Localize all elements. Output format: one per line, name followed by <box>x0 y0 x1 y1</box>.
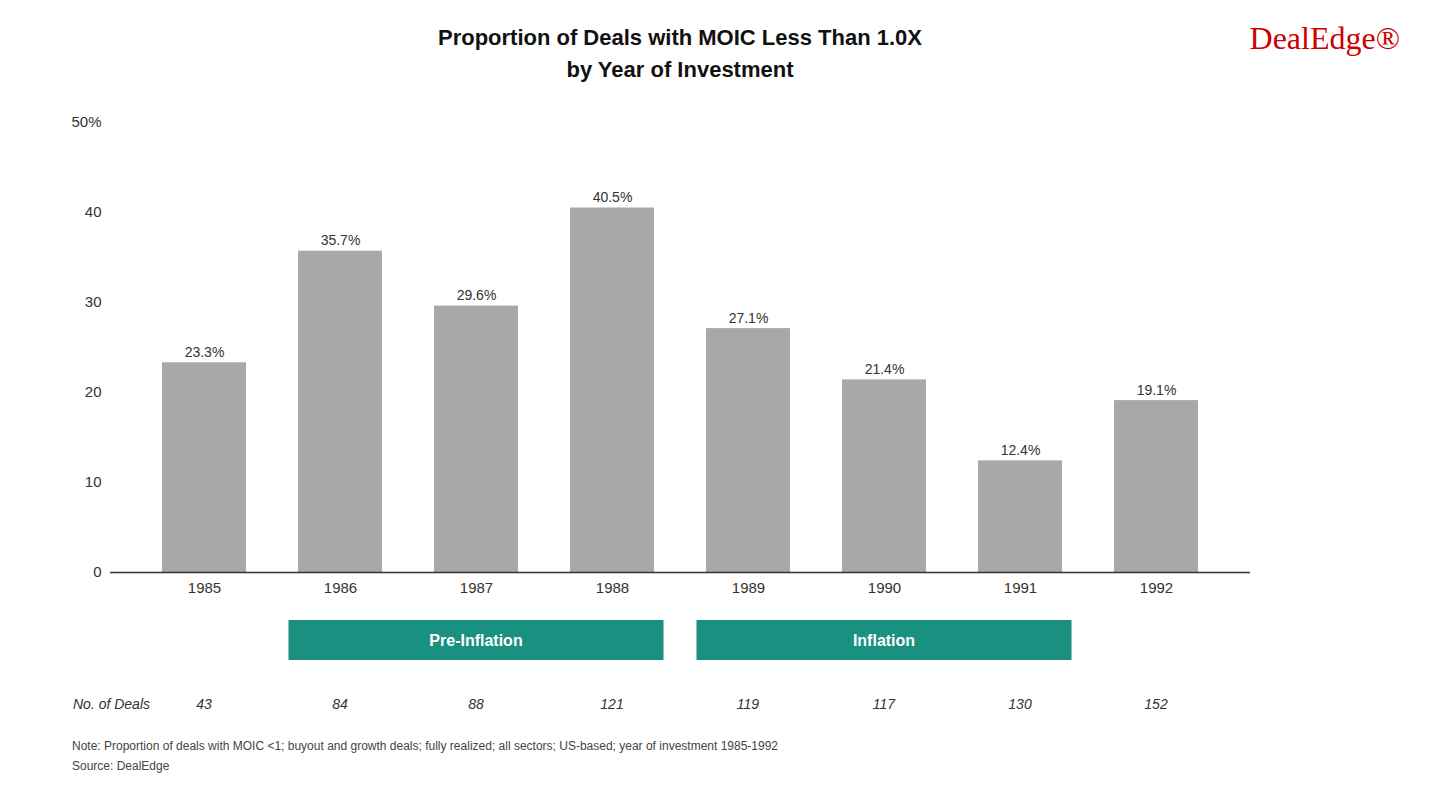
html-text:Source: DealEdge: Source: DealEdge <box>72 759 170 773</box>
html-text:Note: Proportion of deals with: Note: Proportion of deals with MOIC <1; … <box>72 739 778 753</box>
svg-text:152: 152 <box>1144 696 1168 712</box>
svg-text:40.5%: 40.5% <box>593 189 633 205</box>
svg-text:23.3%: 23.3% <box>185 344 225 360</box>
svg-text:1988: 1988 <box>596 579 629 596</box>
svg-text:20: 20 <box>85 383 102 400</box>
svg-text:No. of Deals: No. of Deals <box>73 696 150 712</box>
svg-text:0: 0 <box>93 563 101 580</box>
svg-text:19.1%: 19.1% <box>1137 382 1177 398</box>
svg-text:84: 84 <box>332 696 348 712</box>
svg-text:1987: 1987 <box>460 579 493 596</box>
svg-text:130: 130 <box>1008 696 1032 712</box>
svg-text:27.1%: 27.1% <box>729 310 769 326</box>
svg-text:50%: 50% <box>71 113 101 130</box>
svg-text:1992: 1992 <box>1140 579 1173 596</box>
svg-text:1990: 1990 <box>868 579 901 596</box>
svg-text:1991: 1991 <box>1004 579 1037 596</box>
svg-text:117: 117 <box>873 696 897 712</box>
svg-text:Inflation: Inflation <box>853 632 915 649</box>
svg-text:121: 121 <box>600 696 623 712</box>
svg-text:10: 10 <box>85 473 102 490</box>
svg-text:21.4%: 21.4% <box>865 361 905 377</box>
html-text:by Year of Investment: by Year of Investment <box>566 57 794 82</box>
svg-text:35.7%: 35.7% <box>321 232 361 248</box>
svg-text:30: 30 <box>85 293 102 310</box>
svg-text:43: 43 <box>196 696 212 712</box>
html-text:Proportion of Deals with MOIC: Proportion of Deals with MOIC Less Than … <box>438 25 922 50</box>
svg-text:Pre-Inflation: Pre-Inflation <box>429 632 522 649</box>
svg-text:40: 40 <box>85 203 102 220</box>
svg-text:12.4%: 12.4% <box>1001 442 1041 458</box>
svg-text:29.6%: 29.6% <box>457 287 497 303</box>
html-text:DealEdge®: DealEdge® <box>1249 20 1400 56</box>
svg-text:1985: 1985 <box>188 579 221 596</box>
svg-text:1986: 1986 <box>324 579 357 596</box>
svg-text:119: 119 <box>737 696 760 712</box>
svg-text:1989: 1989 <box>732 579 765 596</box>
svg-text:88: 88 <box>468 696 484 712</box>
